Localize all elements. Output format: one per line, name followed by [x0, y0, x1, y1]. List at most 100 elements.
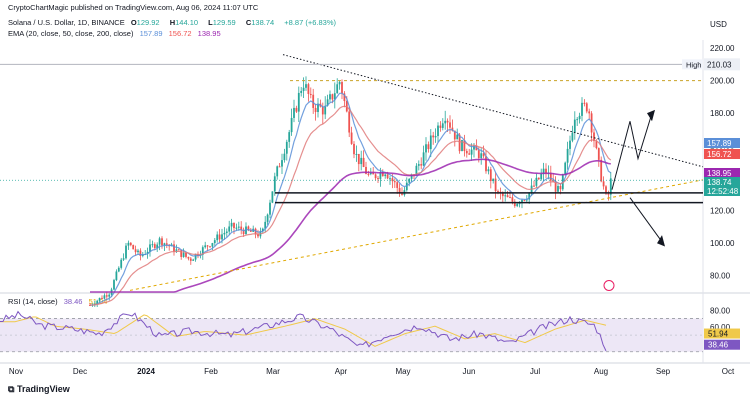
x-tick-label: Feb: [204, 367, 218, 376]
y-tick-label: 180.00: [710, 109, 735, 118]
candle-body: [578, 115, 581, 120]
price-badge-bg: [704, 186, 740, 196]
descending-trendline: [282, 54, 704, 168]
y-tick-label: 100.00: [710, 239, 735, 248]
ohlc-low: L129.59: [208, 18, 236, 27]
candle-body: [480, 153, 483, 158]
candle-body: [571, 132, 574, 141]
candle-body: [180, 249, 183, 257]
candle-body: [554, 181, 557, 192]
candle-body: [98, 297, 101, 301]
candle-body: [105, 295, 108, 297]
rsi-badge-bg: [704, 339, 740, 350]
candle-body: [470, 149, 473, 155]
high-badge: High 210.03: [682, 58, 740, 71]
candle-body: [439, 125, 442, 128]
candle-body: [564, 162, 567, 175]
candle-body: [96, 300, 99, 305]
rsi-badge-text: 38.46: [708, 341, 729, 350]
candle-body: [595, 141, 598, 149]
tradingview-logo: ⧉ TradingView: [8, 384, 70, 394]
candle-body: [427, 144, 430, 150]
price-badge-bg: [704, 177, 740, 187]
candle-body: [283, 153, 286, 161]
candle-body: [468, 153, 471, 155]
rsi-badge: 38.46: [704, 339, 740, 350]
candle-body: [449, 122, 451, 128]
price-badge-bg: [704, 149, 740, 159]
ema200-value: 138.95: [197, 29, 221, 38]
candle-body: [492, 178, 495, 182]
candle-body: [528, 192, 531, 200]
candle-body: [583, 102, 586, 104]
candle-body: [209, 246, 211, 248]
candle-body: [374, 174, 377, 179]
candle-body: [225, 231, 228, 233]
candle-body: [465, 150, 468, 154]
candle-body: [516, 203, 519, 207]
candle-body: [261, 228, 264, 232]
candle-body: [242, 229, 245, 235]
candle-body: [89, 305, 91, 307]
candle-body: [597, 148, 600, 160]
candle-body: [120, 259, 123, 268]
candle-body: [482, 153, 485, 157]
candle-body: [444, 120, 447, 124]
candle-body: [129, 242, 132, 246]
candle-body: [206, 245, 209, 247]
candle-body: [607, 193, 610, 195]
candle-body: [113, 280, 115, 290]
ohlc-open: O129.92: [130, 18, 160, 27]
candle-body: [417, 164, 420, 166]
candle-body: [381, 172, 384, 177]
price-badge: 12:52:48: [704, 186, 740, 196]
ascending-trendline: [129, 179, 704, 291]
candle-body: [249, 229, 252, 232]
candle-body: [230, 222, 233, 227]
rsi-tick-label: 60.00: [710, 323, 731, 332]
candle-body: [182, 252, 185, 257]
candle-body: [290, 117, 293, 133]
candle-body: [569, 140, 571, 149]
symbol-name: Solana / U.S. Dollar, 1D, BINANCE: [8, 18, 125, 27]
candle-body: [317, 103, 319, 113]
candle-body: [463, 140, 466, 151]
candle-body: [377, 178, 379, 180]
candle-body: [228, 226, 231, 232]
candle-body: [127, 242, 130, 246]
candle-body: [285, 141, 288, 154]
candle-body: [276, 166, 279, 177]
candle-body: [266, 214, 269, 222]
candle-body: [360, 157, 363, 165]
candle-body: [593, 132, 595, 142]
candle-body: [305, 84, 307, 88]
candle-body: [115, 271, 118, 281]
x-tick-label: Mar: [266, 367, 280, 376]
rsi-badge: 51.94: [704, 328, 740, 339]
candle-body: [535, 177, 538, 186]
candle-body: [389, 178, 391, 180]
candle-body: [396, 182, 399, 188]
candle-body: [588, 111, 591, 114]
candle-body: [297, 92, 300, 112]
candle-body: [161, 238, 163, 246]
rsi-line: [0, 310, 607, 352]
candle-body: [415, 165, 418, 176]
candle-body: [573, 119, 576, 133]
x-tick-label: Oct: [722, 367, 735, 376]
y-tick-label: 200.00: [710, 77, 735, 86]
candle-body: [153, 244, 156, 249]
candle-body: [240, 226, 243, 230]
candle-body: [504, 195, 507, 197]
candle-body: [137, 250, 139, 253]
candle-body: [326, 99, 329, 106]
candle-body: [295, 107, 298, 112]
candle-body: [156, 244, 159, 249]
candle-body: [393, 181, 396, 183]
candle-body: [372, 172, 375, 175]
candle-body: [309, 93, 312, 95]
candle-body: [487, 169, 490, 172]
candle-body: [194, 253, 197, 260]
candle-body: [437, 125, 439, 137]
